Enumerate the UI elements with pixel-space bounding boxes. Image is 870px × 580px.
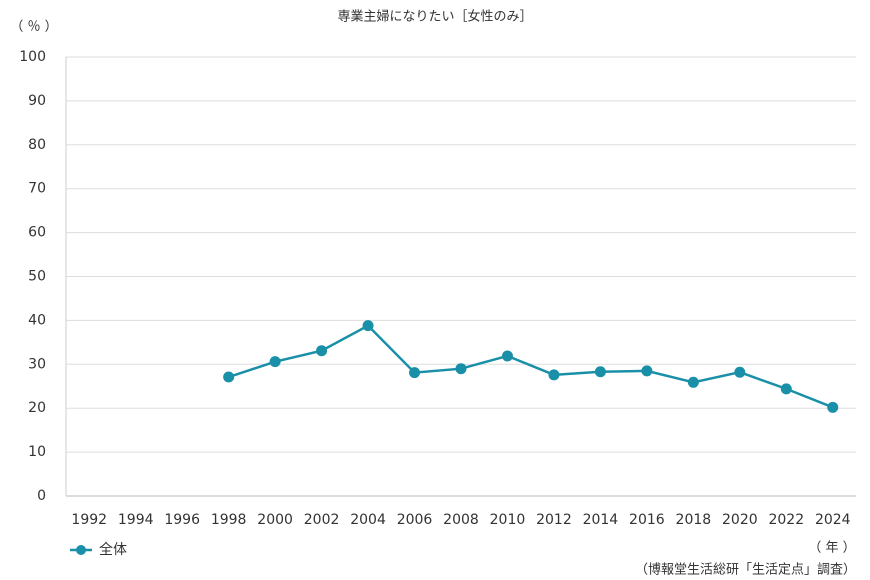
y-tick-label: 70 xyxy=(28,181,46,197)
y-tick-label: 40 xyxy=(28,312,46,328)
x-tick-label: 1994 xyxy=(118,512,154,528)
data-point xyxy=(362,320,374,332)
y-tick-label: 30 xyxy=(28,356,46,372)
data-point xyxy=(223,371,235,383)
x-tick-label: 1996 xyxy=(164,512,200,528)
data-point xyxy=(501,350,513,362)
x-tick-label: 2024 xyxy=(815,512,851,528)
chart-title: 専業主婦になりたい［女性のみ］ xyxy=(337,9,532,25)
source-note: （博報堂生活総研「生活定点」調査） xyxy=(635,563,856,578)
y-tick-label: 60 xyxy=(28,225,46,241)
x-tick-label: 2002 xyxy=(304,512,340,528)
x-tick-label: 2008 xyxy=(443,512,479,528)
data-point xyxy=(409,367,421,379)
y-axis-unit: （ ％ ） xyxy=(10,20,57,35)
y-tick-label: 80 xyxy=(28,137,46,153)
x-tick-label: 1992 xyxy=(71,512,107,528)
x-tick-label: 2014 xyxy=(583,512,619,528)
data-point xyxy=(455,363,467,375)
y-tick-label: 90 xyxy=(28,93,46,109)
x-tick-label: 2010 xyxy=(490,512,526,528)
legend-label: 全体 xyxy=(99,541,127,558)
x-tick-label: 1998 xyxy=(211,512,247,528)
x-tick-label: 2020 xyxy=(722,512,758,528)
x-tick-label: 2022 xyxy=(768,512,804,528)
y-tick-label: 10 xyxy=(28,444,46,460)
y-tick-label: 0 xyxy=(37,488,46,504)
legend-marker xyxy=(76,545,86,555)
series-line xyxy=(228,324,834,409)
data-point xyxy=(594,366,606,378)
data-point xyxy=(641,365,653,377)
data-point xyxy=(269,356,281,368)
x-axis-unit: （ 年 ） xyxy=(808,541,855,556)
x-tick-label: 2000 xyxy=(257,512,293,528)
data-point xyxy=(316,345,328,357)
y-tick-label: 50 xyxy=(28,269,46,285)
x-tick-label: 2018 xyxy=(676,512,712,528)
data-point xyxy=(780,383,792,395)
data-point xyxy=(734,366,746,378)
data-point xyxy=(548,369,560,381)
data-point xyxy=(827,401,839,413)
y-tick-label: 20 xyxy=(28,400,46,416)
x-tick-label: 2016 xyxy=(629,512,665,528)
x-tick-label: 2006 xyxy=(397,512,433,528)
y-tick-label: 100 xyxy=(19,49,46,65)
data-point xyxy=(687,376,699,388)
x-tick-label: 2004 xyxy=(350,512,386,528)
x-tick-label: 2012 xyxy=(536,512,572,528)
